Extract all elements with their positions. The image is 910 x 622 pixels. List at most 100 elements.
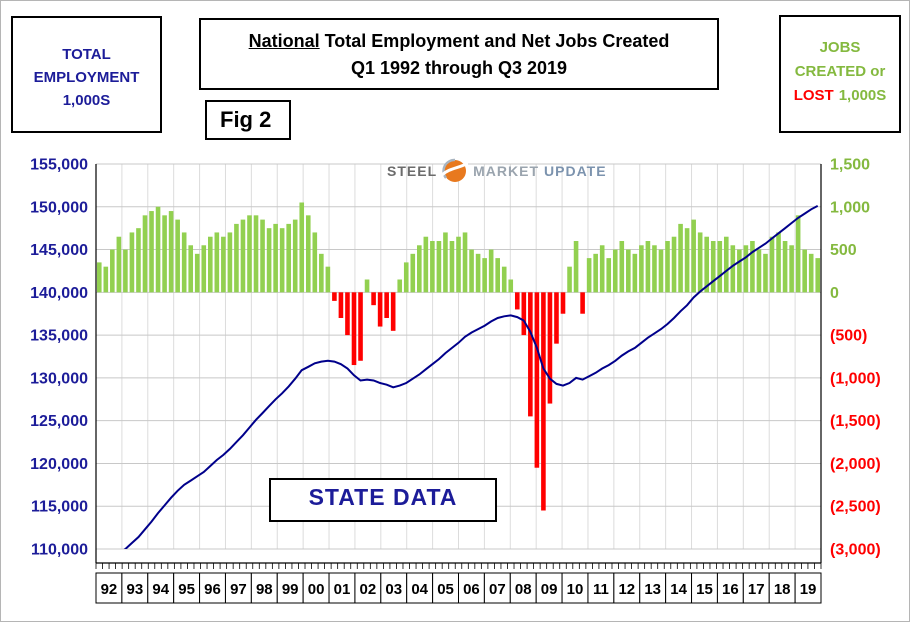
year-cell (691, 572, 718, 604)
right-axis-tick: (1,000) (830, 370, 881, 387)
year-label: 10 (567, 581, 584, 598)
year-label: 97 (230, 581, 247, 598)
jobs-bar (482, 258, 487, 293)
jobs-bar (240, 219, 246, 293)
year-cell (406, 572, 434, 604)
jobs-bar (423, 236, 429, 293)
jobs-bar (312, 232, 318, 293)
year-label: 96 (204, 581, 221, 598)
left-axis-title-line2: EMPLOYMENT (33, 69, 140, 86)
right-axis-tick: (2,000) (830, 456, 881, 473)
employment-jobs-chart: 155,000 150,000 145,000 140,000 135,000 130,0… (30, 157, 881, 604)
jobs-bar (319, 253, 324, 293)
jobs-bar (730, 245, 736, 293)
jobs-bar (488, 249, 494, 293)
jobs-bar (247, 215, 252, 293)
jobs-bar (750, 241, 755, 293)
jobs-bar (495, 258, 500, 293)
jobs-bar (534, 292, 540, 468)
jobs-bar (208, 236, 213, 293)
left-axis-tick: 115,000 (31, 499, 88, 516)
year-label: 13 (644, 581, 661, 598)
jobs-bar (632, 253, 638, 293)
left-axis-tick: 140,000 (30, 285, 88, 302)
left-axis-tick: 135,000 (30, 328, 88, 345)
jobs-bar (149, 211, 154, 293)
jobs-bar (717, 241, 723, 293)
jobs-bar (619, 241, 625, 293)
jobs-bar (514, 292, 520, 310)
jobs-bar (299, 202, 305, 293)
jobs-bar (612, 249, 618, 293)
jobs-bar (116, 236, 122, 293)
steel-market-update-logo: STEEL MARKET UPDATE (387, 158, 607, 184)
jobs-bar (96, 262, 102, 293)
right-axis-tick: (3,000) (830, 542, 881, 559)
jobs-bar (808, 253, 814, 293)
jobs-bar (279, 228, 285, 293)
jobs-bar (743, 245, 749, 293)
jobs-bar (325, 266, 331, 293)
chart-title-rest: Total Employment and Net Jobs Created (319, 31, 670, 51)
jobs-bar (802, 249, 807, 293)
jobs-bar (671, 236, 677, 293)
left-axis-tick: 125,000 (30, 413, 88, 430)
year-label: 93 (126, 581, 143, 598)
right-axis-title-line3: LOST 1,000S (781, 84, 899, 108)
year-label: 03 (385, 581, 402, 598)
left-axis-tick: 145,000 (30, 242, 88, 259)
right-axis-tick: (500) (830, 328, 867, 345)
year-cell (354, 572, 382, 604)
jobs-bar (541, 292, 546, 511)
jobs-bar (351, 292, 357, 366)
year-cell (173, 572, 201, 604)
jobs-bar (697, 232, 703, 293)
right-axis-tick: 1,000 (830, 199, 870, 216)
jobs-bar (684, 228, 690, 293)
left-axis-title-line3: 1,000S (62, 92, 111, 109)
jobs-bar (358, 292, 363, 361)
jobs-bar (658, 249, 664, 293)
jobs-bar (364, 279, 370, 293)
year-cell (147, 572, 175, 604)
year-label: 01 (334, 581, 351, 598)
year-label: 08 (515, 581, 532, 598)
jobs-bar (384, 292, 389, 318)
year-cell (302, 572, 330, 604)
state-data-label: STATE DATA (269, 478, 497, 522)
year-cell (742, 572, 770, 604)
jobs-bar (521, 292, 527, 336)
jobs-bar (508, 279, 514, 293)
smu-globe-icon (442, 158, 469, 182)
left-axis-labels: 155,000 150,000 145,000 140,000 135,000 130,0… (30, 157, 88, 559)
jobs-bar (573, 241, 579, 293)
year-cell (432, 572, 459, 604)
jobs-bar (469, 249, 474, 293)
jobs-bar (181, 232, 187, 293)
jobs-bar (678, 223, 683, 293)
figure-number-label: Fig 2 (205, 100, 291, 140)
logo-text-steel: STEEL (387, 163, 438, 179)
jobs-bar (501, 266, 507, 293)
jobs-bar (710, 241, 716, 293)
chart-title-underlined: National (248, 31, 320, 51)
jobs-bar (168, 211, 174, 293)
left-axis-tick: 150,000 (30, 199, 88, 216)
right-axis-labels: 1,500 1,000 500 0 (500) (1,000) (1,500) (2,000)… (830, 157, 881, 559)
jobs-bar (456, 236, 461, 293)
jobs-bar (547, 292, 553, 404)
logo-text-market: MARKET (473, 163, 540, 179)
jobs-bar (110, 249, 115, 293)
chart-title-line2: Q1 1992 through Q3 2019 (350, 58, 568, 78)
jobs-bar (292, 219, 298, 293)
jobs-bar (554, 292, 559, 344)
year-label: 95 (178, 581, 195, 598)
year-label: 15 (696, 581, 713, 598)
jobs-bar (253, 215, 259, 293)
year-label: 04 (411, 581, 428, 598)
jobs-bar (528, 292, 533, 417)
logo-text-update: UPDATE (544, 163, 607, 179)
year-label: 00 (308, 581, 325, 598)
left-axis-tick: 120,000 (30, 456, 88, 473)
quarter-ticks (95, 563, 822, 569)
